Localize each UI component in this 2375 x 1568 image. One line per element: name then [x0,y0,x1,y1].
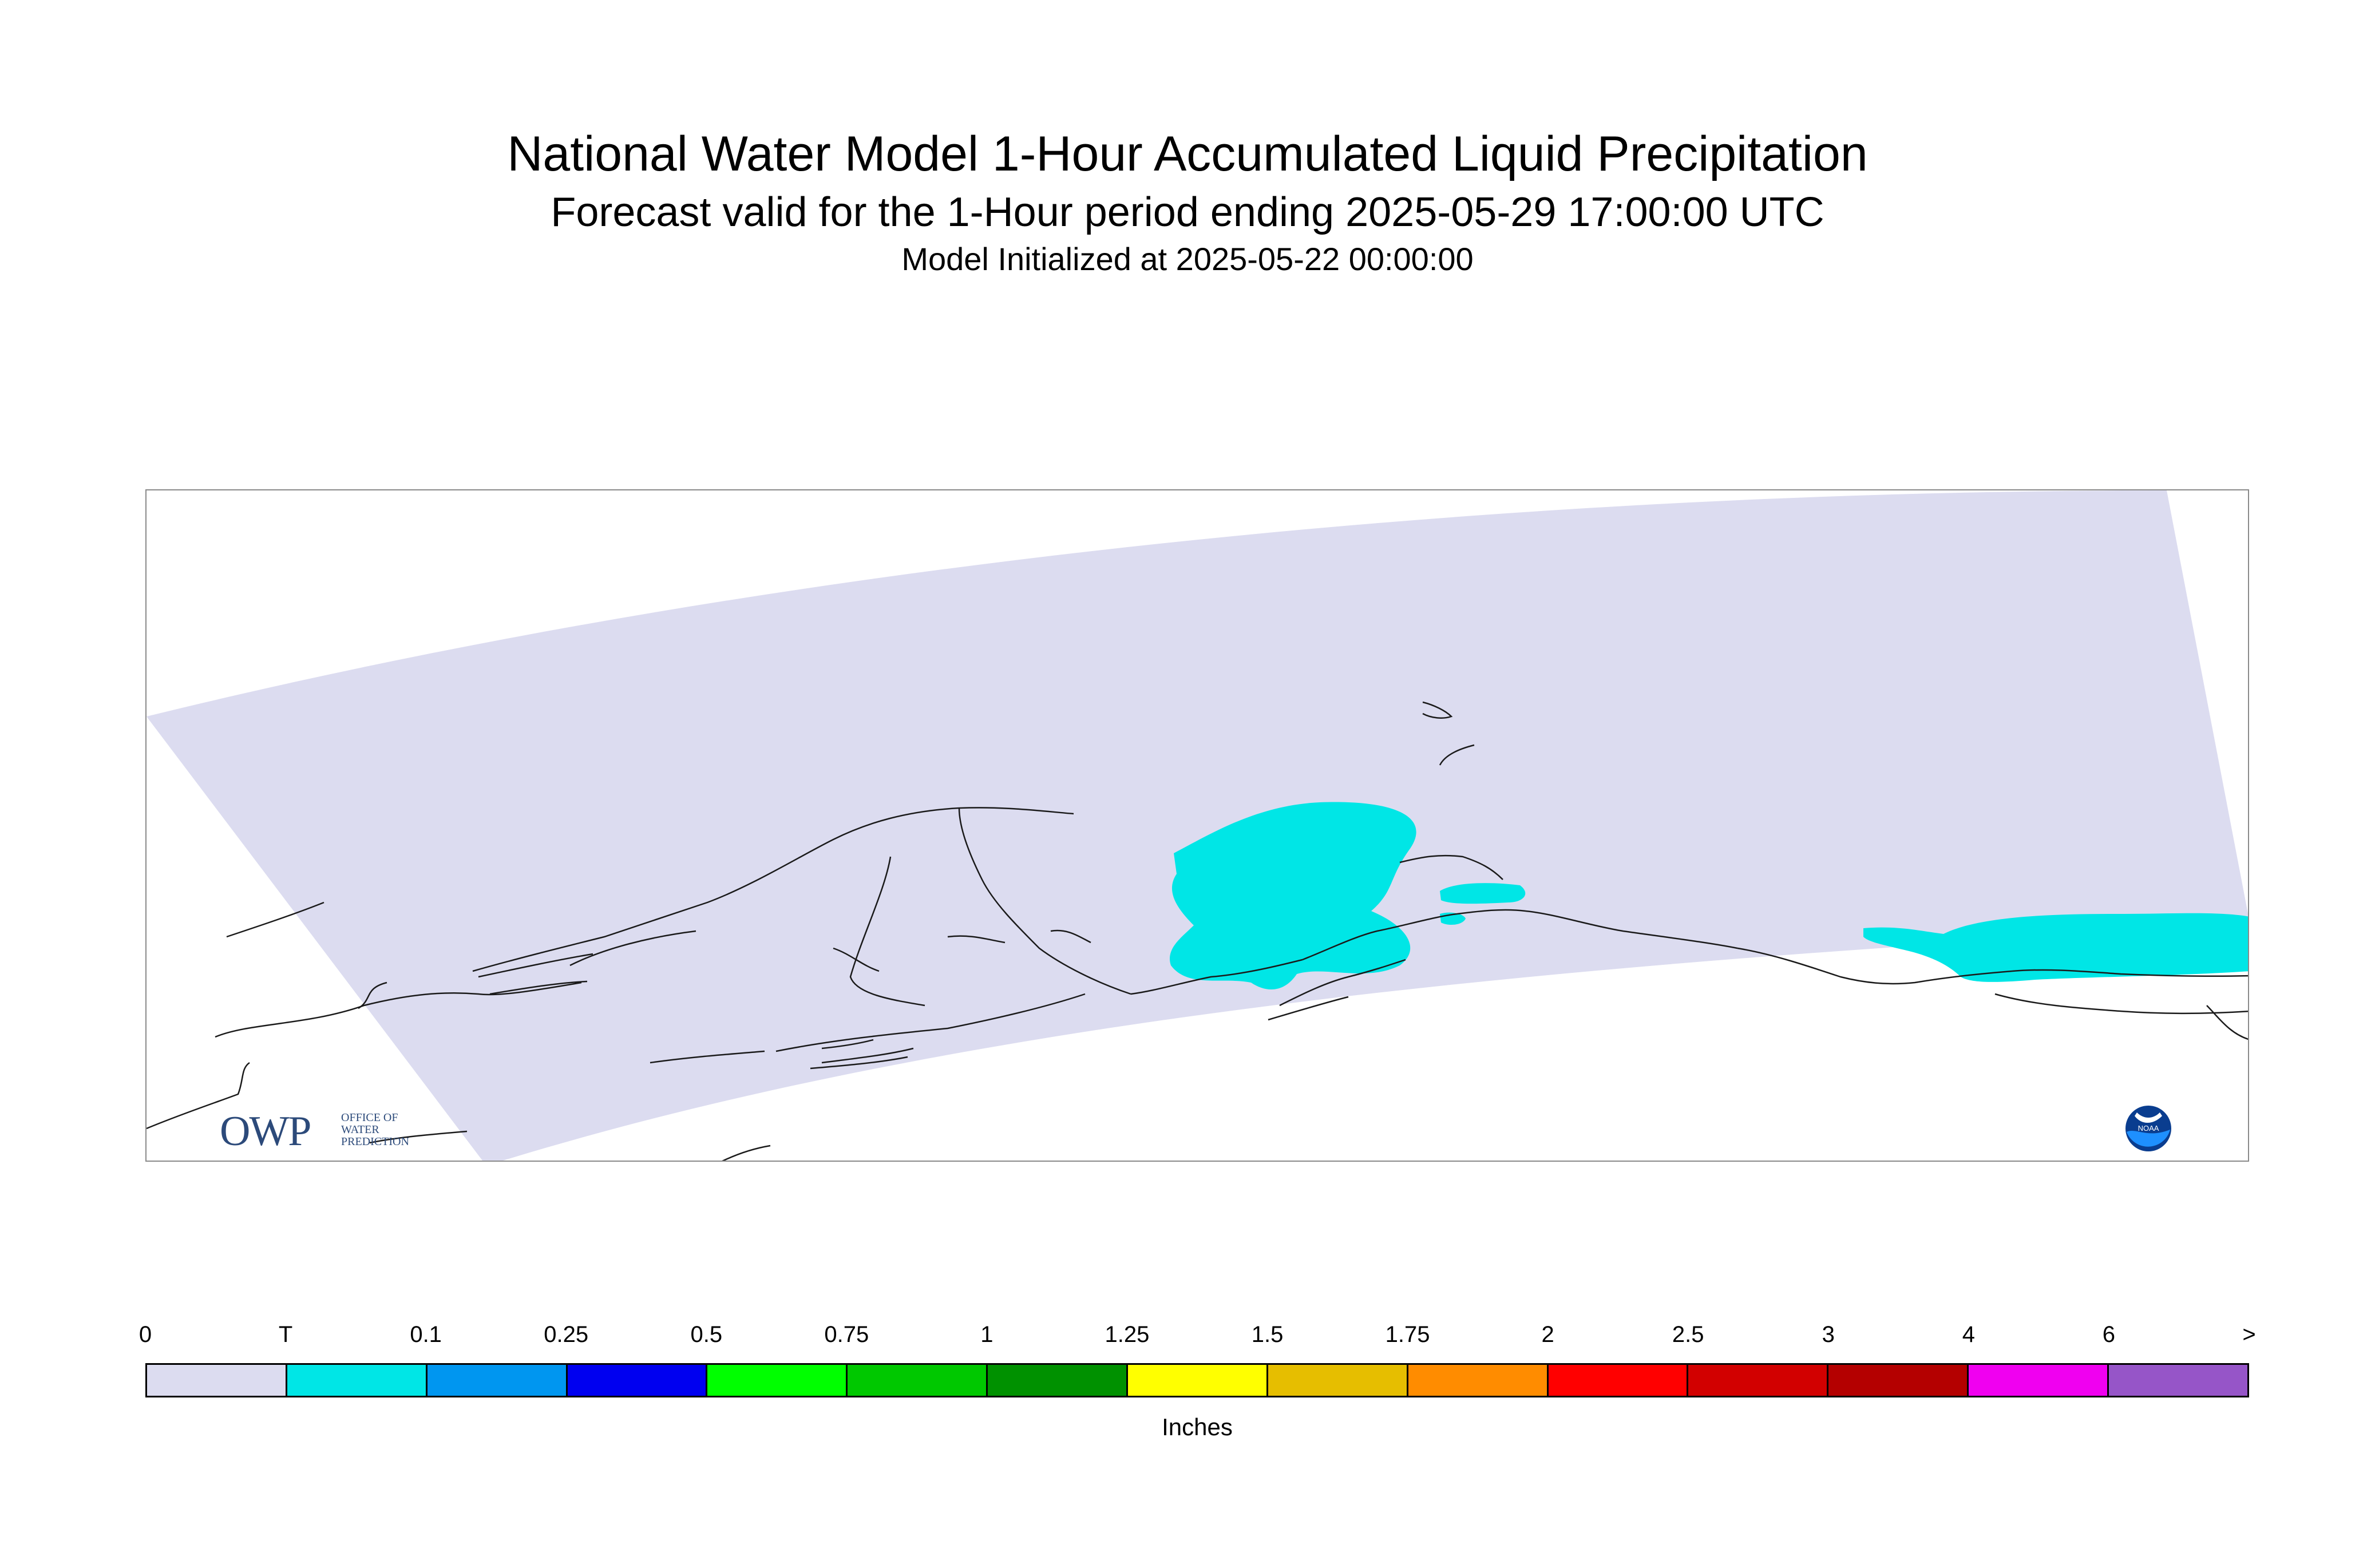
map-canvas [147,490,2248,1161]
legend-tick-label: 3 [1822,1322,1835,1347]
legend-swatch [427,1365,568,1396]
legend-swatch [1828,1365,1969,1396]
legend-unit-label: Inches [1162,1413,1233,1440]
legend-labels: 0 T 0.1 0.25 0.5 0.75 1 1.25 1.5 1.75 2 2.5 3 4 6 > [139,1322,2256,1356]
legend-color-bar [145,1363,2249,1397]
legend-tick-label: 0.75 [824,1322,869,1347]
legend-swatch [1548,1365,1689,1396]
legend-tick-label: 1.5 [1251,1322,1284,1347]
legend-swatch [1969,1365,2109,1396]
owp-sub-line-2: WATER [341,1123,379,1136]
noaa-logo: NOAA [2124,1104,2172,1153]
owp-logo-subtext: OFFICE OF WATER PREDICTION [341,1112,409,1148]
legend-tick-label: 4 [1962,1322,1975,1347]
map-title: National Water Model 1-Hour Accumulated … [507,126,1868,181]
legend-swatch [988,1365,1129,1396]
legend-tick-label: 0.25 [544,1322,589,1347]
map-panel [145,489,2249,1162]
legend-tick-label: 1.25 [1105,1322,1150,1347]
legend-tick-label: 6 [2102,1322,2116,1347]
legend-tick-label: 0.1 [410,1322,442,1347]
legend-swatch [707,1365,848,1396]
legend-swatch [567,1365,708,1396]
legend-tick-label: > [2242,1322,2256,1347]
model-domain [147,490,2248,1161]
legend-swatch [1128,1365,1268,1396]
legend-tick-label: 0.5 [690,1322,723,1347]
legend-tick-label: T [278,1322,293,1347]
legend-swatch [1688,1365,1829,1396]
legend-tick-label: 2.5 [1672,1322,1704,1347]
owp-sub-line-3: PREDICTION [341,1135,409,1148]
legend-tick-label: 2 [1541,1322,1554,1347]
legend-tick-label: 1 [980,1322,993,1347]
owp-sub-line-1: OFFICE OF [341,1111,398,1124]
legend-tick-label: 1.75 [1385,1322,1430,1347]
noaa-logo-text: NOAA [2138,1124,2159,1133]
precip-area-south-central [1170,802,1416,989]
legend-swatch [1268,1365,1408,1396]
coastlines [147,701,2248,1161]
model-init-line: Model Initialized at 2025-05-22 00:00:00 [901,241,1474,277]
precip-area-southeast [1863,913,2248,982]
noaa-emblem: NOAA [2125,1106,2171,1151]
legend-swatch [147,1365,287,1396]
legend-swatch [287,1365,428,1396]
owp-logo-text: OWP [220,1108,311,1155]
precip-area-island-east [1440,883,1526,904]
forecast-valid-subtitle: Forecast valid for the 1-Hour period end… [551,189,1824,235]
legend-swatch [848,1365,988,1396]
legend-tick-label: 0 [138,1322,152,1347]
legend-swatch [2109,1365,2247,1396]
legend-swatch [1408,1365,1549,1396]
precip-legend: 0 T 0.1 0.25 0.5 0.75 1 1.25 1.5 1.75 2 2.5 3 4 6 > Inc… [139,1322,2256,1440]
